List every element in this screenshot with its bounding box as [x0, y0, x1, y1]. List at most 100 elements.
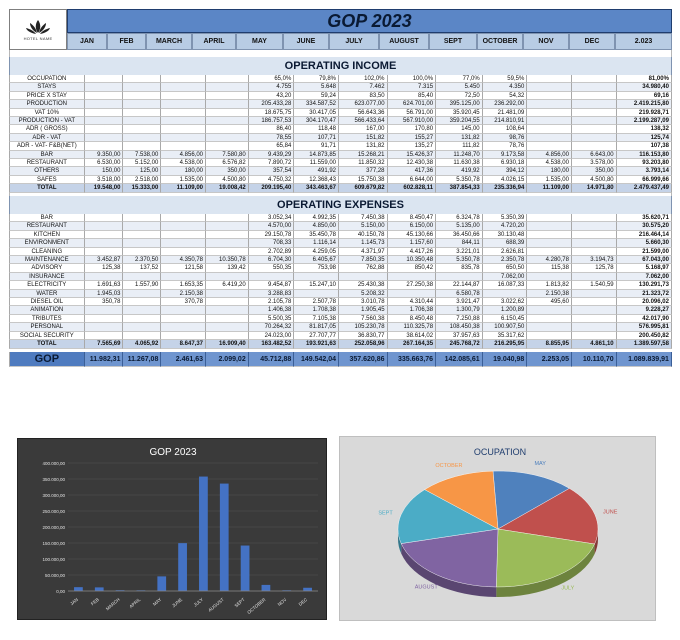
table-cell [206, 331, 249, 340]
table-cell: 3.010,78 [339, 297, 388, 307]
table-row: CLEANING 2.702,89 4.259,05 4.371,97 4.417,26… [9, 247, 672, 257]
lotus-logo-icon [26, 19, 50, 34]
table-cell [123, 83, 162, 92]
table-cell [161, 133, 206, 143]
total-cell: 245.768,72 [436, 339, 483, 349]
table-cell [206, 75, 249, 84]
pie-chart-svg: OCUPATION MAY JUNE JULY AUGUST SEPT OCTOBER [378, 447, 618, 597]
table-cell: 35.620,71 [616, 214, 672, 223]
table-cell [161, 116, 206, 126]
table-cell: 3.288,83 [248, 289, 295, 298]
table-cell [571, 83, 617, 92]
table-cell: 219.928,71 [616, 108, 672, 117]
table-cell: 370,78 [161, 297, 206, 307]
table-cell: 54,32 [482, 91, 528, 101]
table-cell [571, 331, 617, 340]
table-cell [161, 91, 206, 101]
table-cell: 357,54 [248, 167, 295, 176]
table-cell: 6.576,82 [206, 158, 249, 168]
row-label: OCCUPATION [9, 75, 85, 84]
table-cell: 38.614,02 [387, 331, 437, 340]
occupation-pie-chart: OCUPATION MAY JUNE JULY AUGUST SEPT OCTOBER [339, 436, 656, 621]
x-tick-label: MAY [152, 597, 162, 607]
table-cell: 77,0% [436, 75, 483, 84]
table-cell [571, 306, 617, 315]
table-cell: 78,76 [482, 142, 528, 151]
table-cell [123, 75, 162, 84]
table-cell: 3.452,87 [84, 256, 124, 265]
total-cell: 4.065,92 [123, 339, 162, 349]
gop-cell: 45.712,88 [248, 351, 295, 367]
row-label: ANIMATION [9, 306, 85, 315]
x-tick-label: SEPT [233, 597, 245, 609]
table-cell: 108,64 [482, 125, 528, 134]
table-cell: 9.350,00 [84, 150, 124, 159]
table-cell [123, 100, 162, 109]
table-cell [123, 297, 162, 307]
table-cell: 4.350 [482, 83, 528, 92]
row-label: DIESEL OIL [9, 297, 85, 307]
gop-cell: 11.267,08 [123, 351, 162, 367]
table-cell: 576.995,81 [616, 323, 672, 332]
table-cell [571, 314, 617, 324]
table-cell: 130.291,73 [616, 281, 672, 290]
table-cell: 205.433,28 [248, 100, 295, 109]
table-cell: 359.204,55 [436, 116, 483, 126]
table-cell: 8.450,47 [387, 214, 437, 223]
table-cell: 93.203,80 [616, 158, 672, 168]
table-cell: 7.580,80 [206, 150, 249, 159]
table-row: SOCIAL SECURITY 24.023,00 27.707,77 36.830,… [9, 331, 672, 340]
month-header-october: OCTOBER [477, 33, 523, 50]
month-header-feb: FEB [107, 33, 146, 50]
table-cell: 1.535,00 [527, 175, 572, 185]
table-cell: 350,78 [84, 297, 124, 307]
gop-spreadsheet: HOTEL NAME GOP 2023 JAN FEB MARCH APRIL MAY J… [9, 9, 672, 367]
table-cell: 419,92 [436, 167, 483, 176]
table-cell: 5.450 [436, 83, 483, 92]
table-cell [161, 222, 206, 231]
table-cell: 1.691,63 [84, 281, 124, 290]
table-cell: 43,20 [248, 91, 295, 101]
table-cell [206, 222, 249, 231]
table-cell: 6.405,67 [294, 256, 339, 265]
table-cell [527, 125, 572, 134]
month-header-may: MAY [236, 33, 283, 50]
table-cell: 83,50 [339, 91, 388, 101]
x-tick-label: DEC [298, 596, 309, 606]
pie-side-sept [398, 529, 402, 554]
table-cell [571, 272, 617, 282]
table-cell [571, 289, 617, 298]
table-cell: 107,38 [616, 142, 672, 151]
y-tick-label: 400.000,00 [42, 461, 65, 466]
table-cell: 417,36 [387, 167, 437, 176]
y-tick-label: 300.000,00 [42, 493, 65, 498]
pie-label-october: OCTOBER [435, 463, 462, 469]
table-cell: 334.587,52 [294, 100, 339, 109]
table-row: DIESEL OIL 350,78 370,78 2.105,78 2.507,78 3.… [9, 297, 672, 307]
table-cell: 4.371,97 [339, 247, 388, 257]
table-cell [527, 230, 572, 240]
table-cell [482, 289, 528, 298]
x-tick-label: JUNE [171, 597, 183, 608]
table-cell: 762,88 [339, 264, 388, 273]
table-cell [527, 306, 572, 315]
table-cell [571, 108, 617, 117]
gop-row: GOP 11.982,31 11.267,08 2.461,63 2.099,02 45.… [9, 351, 672, 367]
table-cell [161, 100, 206, 109]
pie-label-may: MAY [534, 461, 546, 467]
table-cell [84, 230, 124, 240]
table-cell [571, 100, 617, 109]
table-cell [206, 214, 249, 223]
table-cell: 495,60 [527, 297, 572, 307]
table-cell: 125,00 [123, 167, 162, 176]
table-cell: 394,12 [482, 167, 528, 176]
pie-label-june: JUNE [603, 510, 618, 516]
total-cell: 235.336,94 [482, 184, 528, 194]
row-label: ELECTRICITY [9, 281, 85, 290]
table-cell: 7.462 [339, 83, 388, 92]
table-cell: 4.259,05 [294, 247, 339, 257]
table-cell: 6.704,30 [248, 256, 295, 265]
table-cell [161, 306, 206, 315]
table-cell [84, 323, 124, 332]
table-cell: 5.500,35 [248, 314, 295, 324]
